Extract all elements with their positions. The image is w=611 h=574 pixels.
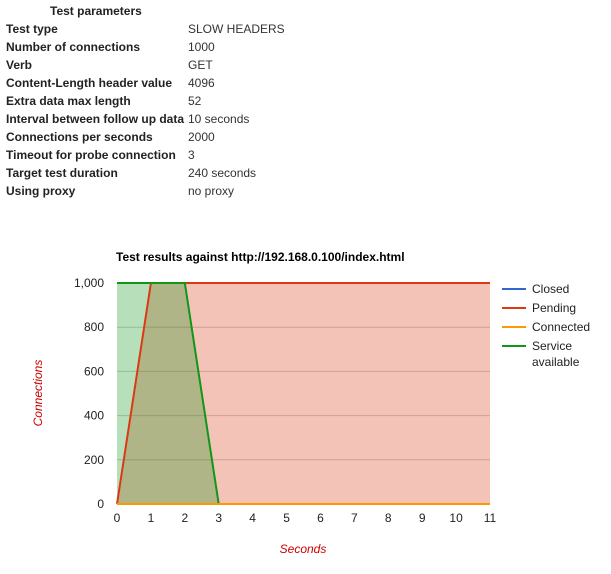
test-parameters-title: Test parameters bbox=[50, 4, 142, 18]
param-row-verb: Verb GET bbox=[6, 56, 426, 74]
param-row-content-length: Content-Length header value 4096 bbox=[6, 74, 426, 92]
param-value: SLOW HEADERS bbox=[188, 22, 285, 36]
param-row-timeout: Timeout for probe connection 3 bbox=[6, 146, 426, 164]
param-key: Verb bbox=[6, 58, 33, 72]
y-tick-label: 1,000 bbox=[74, 276, 104, 290]
param-value: 1000 bbox=[188, 40, 215, 54]
y-axis-label: Connections bbox=[31, 360, 45, 427]
param-row-interval: Interval between follow up data 10 secon… bbox=[6, 110, 426, 128]
param-value: 2000 bbox=[188, 130, 215, 144]
x-tick-label: 10 bbox=[449, 511, 463, 525]
param-key: Timeout for probe connection bbox=[6, 148, 176, 162]
param-key: Content-Length header value bbox=[6, 76, 173, 90]
y-tick-label: 0 bbox=[97, 497, 104, 511]
test-parameters-panel: Test parameters Test type SLOW HEADERS N… bbox=[6, 2, 426, 200]
y-tick-label: 400 bbox=[84, 409, 104, 423]
param-row-connections-per-second: Connections per seconds 2000 bbox=[6, 128, 426, 146]
param-key: Connections per seconds bbox=[6, 130, 153, 144]
param-value: 4096 bbox=[188, 76, 215, 90]
x-tick-label: 7 bbox=[351, 511, 358, 525]
param-key: Test type bbox=[6, 22, 58, 36]
param-row-target-duration: Target test duration 240 seconds bbox=[6, 164, 426, 182]
param-value: 3 bbox=[188, 148, 195, 162]
param-row-using-proxy: Using proxy no proxy bbox=[6, 182, 426, 200]
y-tick-label: 200 bbox=[84, 453, 104, 467]
param-value: GET bbox=[188, 58, 213, 72]
x-tick-label: 9 bbox=[419, 511, 426, 525]
x-tick-label: 3 bbox=[215, 511, 222, 525]
legend-label: Pending bbox=[532, 301, 576, 315]
param-key: Number of connections bbox=[6, 40, 141, 54]
legend-label: available bbox=[532, 355, 580, 369]
x-tick-label: 4 bbox=[249, 511, 256, 525]
y-tick-label: 800 bbox=[84, 320, 104, 334]
legend-label: Closed bbox=[532, 282, 569, 296]
param-value: 52 bbox=[188, 94, 202, 108]
x-tick-label: 8 bbox=[385, 511, 392, 525]
param-value: 240 seconds bbox=[188, 166, 257, 180]
param-key: Extra data max length bbox=[6, 94, 131, 108]
x-tick-label: 1 bbox=[148, 511, 155, 525]
chart-title: Test results against http://192.168.0.10… bbox=[116, 250, 405, 264]
x-tick-label: 6 bbox=[317, 511, 324, 525]
x-tick-label: 11 bbox=[484, 511, 497, 525]
legend-label: Connected bbox=[532, 320, 590, 334]
x-tick-label: 0 bbox=[114, 511, 121, 525]
connections-area-chart: Test results against http://192.168.0.10… bbox=[31, 250, 590, 556]
param-value: 10 seconds bbox=[188, 112, 250, 126]
x-axis-label: Seconds bbox=[280, 542, 327, 556]
x-tick-label: 5 bbox=[283, 511, 290, 525]
y-tick-label: 600 bbox=[84, 364, 104, 378]
legend-label: Service bbox=[532, 339, 572, 353]
param-row-number-of-connections: Number of connections 1000 bbox=[6, 38, 426, 56]
param-value: no proxy bbox=[188, 184, 235, 198]
param-row-test-type: Test type SLOW HEADERS bbox=[6, 20, 426, 38]
param-row-extra-data-max-length: Extra data max length 52 bbox=[6, 92, 426, 110]
param-key: Using proxy bbox=[6, 184, 76, 198]
param-key: Target test duration bbox=[6, 166, 118, 180]
x-tick-label: 2 bbox=[181, 511, 188, 525]
param-key: Interval between follow up data bbox=[6, 112, 185, 126]
